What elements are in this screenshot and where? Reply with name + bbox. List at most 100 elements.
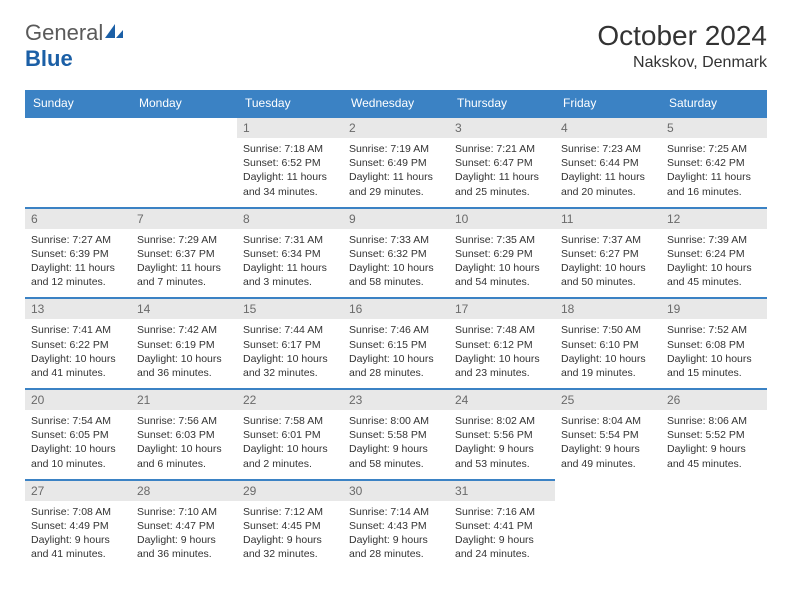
day-info: Sunrise: 7:39 AMSunset: 6:24 PMDaylight:… (661, 229, 767, 298)
day-info: Sunrise: 7:41 AMSunset: 6:22 PMDaylight:… (25, 319, 131, 388)
day-number: 30 (343, 481, 449, 501)
day-number: 4 (555, 118, 661, 138)
day-info: Sunrise: 7:29 AMSunset: 6:37 PMDaylight:… (131, 229, 237, 298)
calendar-cell: .. (25, 117, 131, 208)
calendar-cell: 14Sunrise: 7:42 AMSunset: 6:19 PMDayligh… (131, 298, 237, 389)
calendar-cell: 10Sunrise: 7:35 AMSunset: 6:29 PMDayligh… (449, 208, 555, 299)
day-info: Sunrise: 7:12 AMSunset: 4:45 PMDaylight:… (237, 501, 343, 570)
day-info: Sunrise: 7:56 AMSunset: 6:03 PMDaylight:… (131, 410, 237, 479)
day-number: 10 (449, 209, 555, 229)
calendar-cell: .. (661, 480, 767, 570)
calendar-cell: .. (555, 480, 661, 570)
day-number: 19 (661, 299, 767, 319)
day-number: 5 (661, 118, 767, 138)
day-info: Sunrise: 7:08 AMSunset: 4:49 PMDaylight:… (25, 501, 131, 570)
calendar-cell: 17Sunrise: 7:48 AMSunset: 6:12 PMDayligh… (449, 298, 555, 389)
day-number: 15 (237, 299, 343, 319)
day-info: Sunrise: 7:23 AMSunset: 6:44 PMDaylight:… (555, 138, 661, 207)
title-block: October 2024 Nakskov, Denmark (597, 20, 767, 72)
day-info: Sunrise: 7:37 AMSunset: 6:27 PMDaylight:… (555, 229, 661, 298)
day-header: Sunday (25, 90, 131, 117)
logo-text: General Blue (25, 20, 125, 72)
calendar-cell: 20Sunrise: 7:54 AMSunset: 6:05 PMDayligh… (25, 389, 131, 480)
day-info: Sunrise: 7:14 AMSunset: 4:43 PMDaylight:… (343, 501, 449, 570)
day-header: Wednesday (343, 90, 449, 117)
day-number: 29 (237, 481, 343, 501)
day-info: Sunrise: 7:42 AMSunset: 6:19 PMDaylight:… (131, 319, 237, 388)
day-info: Sunrise: 7:10 AMSunset: 4:47 PMDaylight:… (131, 501, 237, 570)
day-number: 3 (449, 118, 555, 138)
calendar-cell: 19Sunrise: 7:52 AMSunset: 6:08 PMDayligh… (661, 298, 767, 389)
month-title: October 2024 (597, 20, 767, 52)
day-info: Sunrise: 7:35 AMSunset: 6:29 PMDaylight:… (449, 229, 555, 298)
day-info: Sunrise: 7:18 AMSunset: 6:52 PMDaylight:… (237, 138, 343, 207)
day-info: Sunrise: 7:54 AMSunset: 6:05 PMDaylight:… (25, 410, 131, 479)
calendar-cell: 2Sunrise: 7:19 AMSunset: 6:49 PMDaylight… (343, 117, 449, 208)
calendar-cell: 7Sunrise: 7:29 AMSunset: 6:37 PMDaylight… (131, 208, 237, 299)
day-info: Sunrise: 7:50 AMSunset: 6:10 PMDaylight:… (555, 319, 661, 388)
day-header: Tuesday (237, 90, 343, 117)
day-number: 24 (449, 390, 555, 410)
calendar-cell: 23Sunrise: 8:00 AMSunset: 5:58 PMDayligh… (343, 389, 449, 480)
calendar-cell: 3Sunrise: 7:21 AMSunset: 6:47 PMDaylight… (449, 117, 555, 208)
calendar-head: SundayMondayTuesdayWednesdayThursdayFrid… (25, 90, 767, 117)
day-number: 26 (661, 390, 767, 410)
day-number: 21 (131, 390, 237, 410)
calendar-cell: 8Sunrise: 7:31 AMSunset: 6:34 PMDaylight… (237, 208, 343, 299)
location: Nakskov, Denmark (597, 54, 767, 72)
day-number: 17 (449, 299, 555, 319)
day-number: 16 (343, 299, 449, 319)
calendar-week: 27Sunrise: 7:08 AMSunset: 4:49 PMDayligh… (25, 480, 767, 570)
day-number: 8 (237, 209, 343, 229)
day-header: Saturday (661, 90, 767, 117)
calendar-cell: 22Sunrise: 7:58 AMSunset: 6:01 PMDayligh… (237, 389, 343, 480)
calendar-table: SundayMondayTuesdayWednesdayThursdayFrid… (25, 90, 767, 569)
day-info: Sunrise: 7:52 AMSunset: 6:08 PMDaylight:… (661, 319, 767, 388)
day-number: 6 (25, 209, 131, 229)
day-info: Sunrise: 7:44 AMSunset: 6:17 PMDaylight:… (237, 319, 343, 388)
day-number: 27 (25, 481, 131, 501)
logo-word1: General (25, 20, 103, 45)
day-number: 22 (237, 390, 343, 410)
day-number: 2 (343, 118, 449, 138)
day-number: 14 (131, 299, 237, 319)
day-info: Sunrise: 8:04 AMSunset: 5:54 PMDaylight:… (555, 410, 661, 479)
day-number: 1 (237, 118, 343, 138)
day-number: 25 (555, 390, 661, 410)
day-number: 11 (555, 209, 661, 229)
day-number: 12 (661, 209, 767, 229)
calendar-cell: 6Sunrise: 7:27 AMSunset: 6:39 PMDaylight… (25, 208, 131, 299)
day-info: Sunrise: 7:58 AMSunset: 6:01 PMDaylight:… (237, 410, 343, 479)
calendar-cell: 4Sunrise: 7:23 AMSunset: 6:44 PMDaylight… (555, 117, 661, 208)
calendar-cell: 1Sunrise: 7:18 AMSunset: 6:52 PMDaylight… (237, 117, 343, 208)
day-header: Thursday (449, 90, 555, 117)
calendar-cell: 26Sunrise: 8:06 AMSunset: 5:52 PMDayligh… (661, 389, 767, 480)
day-number: 13 (25, 299, 131, 319)
day-info: Sunrise: 7:19 AMSunset: 6:49 PMDaylight:… (343, 138, 449, 207)
calendar-cell: 30Sunrise: 7:14 AMSunset: 4:43 PMDayligh… (343, 480, 449, 570)
day-info: Sunrise: 8:02 AMSunset: 5:56 PMDaylight:… (449, 410, 555, 479)
day-header: Monday (131, 90, 237, 117)
calendar-cell: 15Sunrise: 7:44 AMSunset: 6:17 PMDayligh… (237, 298, 343, 389)
day-info: Sunrise: 7:31 AMSunset: 6:34 PMDaylight:… (237, 229, 343, 298)
day-info: Sunrise: 7:33 AMSunset: 6:32 PMDaylight:… (343, 229, 449, 298)
calendar-cell: 21Sunrise: 7:56 AMSunset: 6:03 PMDayligh… (131, 389, 237, 480)
calendar-week: 6Sunrise: 7:27 AMSunset: 6:39 PMDaylight… (25, 208, 767, 299)
calendar-cell: .. (131, 117, 237, 208)
day-number: 9 (343, 209, 449, 229)
calendar-cell: 5Sunrise: 7:25 AMSunset: 6:42 PMDaylight… (661, 117, 767, 208)
calendar-cell: 25Sunrise: 8:04 AMSunset: 5:54 PMDayligh… (555, 389, 661, 480)
calendar-cell: 13Sunrise: 7:41 AMSunset: 6:22 PMDayligh… (25, 298, 131, 389)
day-info: Sunrise: 7:27 AMSunset: 6:39 PMDaylight:… (25, 229, 131, 298)
calendar-cell: 29Sunrise: 7:12 AMSunset: 4:45 PMDayligh… (237, 480, 343, 570)
logo-word2: Blue (25, 46, 73, 71)
day-info: Sunrise: 7:25 AMSunset: 6:42 PMDaylight:… (661, 138, 767, 207)
day-header: Friday (555, 90, 661, 117)
day-info: Sunrise: 8:06 AMSunset: 5:52 PMDaylight:… (661, 410, 767, 479)
day-number: 23 (343, 390, 449, 410)
calendar-cell: 11Sunrise: 7:37 AMSunset: 6:27 PMDayligh… (555, 208, 661, 299)
day-info: Sunrise: 7:21 AMSunset: 6:47 PMDaylight:… (449, 138, 555, 207)
calendar-cell: 31Sunrise: 7:16 AMSunset: 4:41 PMDayligh… (449, 480, 555, 570)
calendar-cell: 16Sunrise: 7:46 AMSunset: 6:15 PMDayligh… (343, 298, 449, 389)
day-number: 20 (25, 390, 131, 410)
